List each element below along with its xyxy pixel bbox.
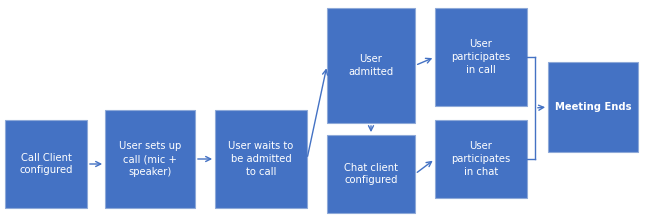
Bar [435, 8, 527, 106]
Bar [548, 62, 638, 152]
Text: User
participates
in call: User participates in call [452, 39, 510, 75]
Text: Chat client
configured: Chat client configured [344, 163, 398, 185]
Text: User
participates
in chat: User participates in chat [452, 141, 510, 177]
Bar [5, 120, 87, 208]
Bar [435, 120, 527, 198]
Text: Call Client
configured: Call Client configured [19, 152, 73, 175]
Bar [105, 110, 195, 208]
Text: User waits to
be admitted
to call: User waits to be admitted to call [229, 141, 294, 177]
Bar [327, 135, 415, 213]
Bar [327, 8, 415, 123]
Bar [215, 110, 307, 208]
Text: Meeting Ends: Meeting Ends [555, 102, 631, 112]
Text: User sets up
call (mic +
speaker): User sets up call (mic + speaker) [119, 141, 181, 177]
Text: User
admitted: User admitted [348, 54, 393, 77]
